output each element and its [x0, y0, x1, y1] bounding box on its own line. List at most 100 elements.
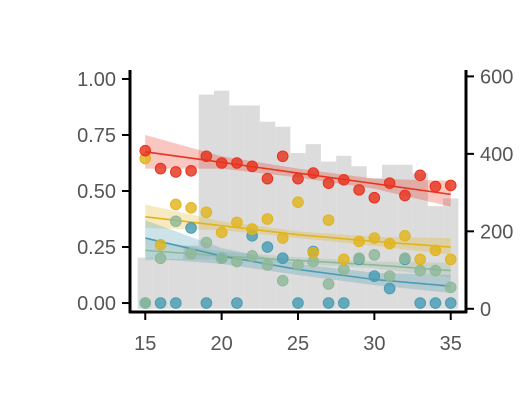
histogram-bar	[152, 259, 169, 309]
data-point	[154, 297, 167, 309]
data-point	[338, 253, 350, 266]
data-point	[276, 150, 289, 163]
data-point	[154, 252, 167, 265]
histogram-bar	[183, 245, 199, 309]
x-tick-label: 35	[440, 333, 462, 355]
histogram-bar	[305, 144, 321, 309]
data-point	[444, 179, 457, 192]
data-point	[170, 297, 182, 309]
data-point	[200, 297, 213, 309]
data-point	[231, 255, 243, 268]
data-point	[231, 297, 243, 309]
data-point	[353, 235, 365, 248]
data-point	[429, 297, 442, 309]
histogram-bar	[229, 105, 245, 309]
data-point	[185, 247, 197, 260]
data-point	[429, 180, 442, 193]
data-point	[215, 226, 228, 239]
data-point	[338, 173, 350, 186]
data-point	[429, 264, 442, 277]
data-point	[322, 177, 335, 189]
data-point	[185, 222, 197, 234]
data-point	[338, 263, 350, 276]
data-point	[368, 232, 381, 244]
data-point	[414, 169, 426, 182]
data-point	[444, 281, 457, 294]
data-point	[383, 270, 396, 282]
x-tick-label: 30	[363, 333, 385, 355]
data-point	[368, 249, 381, 261]
data-point	[215, 252, 228, 265]
data-point	[200, 236, 213, 249]
data-point	[292, 196, 304, 209]
data-point	[170, 215, 182, 228]
y2-tick-label: 0	[480, 299, 491, 321]
data-point	[139, 297, 152, 309]
y2-tick-label: 600	[480, 66, 513, 88]
data-point	[246, 160, 258, 173]
histogram-bar	[244, 105, 260, 309]
data-point	[307, 246, 320, 259]
data-point	[322, 278, 335, 290]
data-point	[231, 216, 243, 229]
data-point	[338, 297, 350, 309]
data-point	[383, 282, 396, 295]
data-point	[185, 202, 197, 214]
data-point	[154, 162, 167, 175]
data-point	[276, 274, 289, 287]
data-point	[307, 167, 320, 179]
y2-tick-label: 400	[480, 144, 513, 166]
histogram-bar	[214, 90, 230, 309]
data-points	[139, 144, 457, 309]
data-point	[322, 214, 335, 226]
data-point	[444, 253, 457, 266]
data-point	[185, 165, 197, 177]
fit-line	[145, 215, 451, 248]
data-point	[170, 198, 182, 211]
data-point	[200, 150, 213, 163]
data-point	[200, 206, 213, 219]
y-tick-label: 0.00	[77, 293, 116, 315]
data-point	[215, 157, 228, 169]
data-point	[322, 297, 335, 309]
data-point	[261, 213, 274, 225]
data-point	[353, 252, 365, 265]
data-point	[353, 184, 365, 196]
data-point	[292, 259, 304, 271]
x-tick-label: 15	[134, 333, 156, 355]
data-point	[139, 144, 152, 157]
data-point	[261, 259, 274, 271]
histogram-bar	[168, 259, 184, 309]
data-point	[246, 223, 258, 235]
data-point	[414, 297, 426, 309]
data-point	[292, 172, 304, 185]
data-point	[414, 253, 426, 266]
y-tick-label: 0.75	[77, 125, 116, 147]
data-point	[399, 252, 411, 265]
data-point	[399, 189, 411, 202]
ticks: 15 20 25 30 35 0.00 0.25 0.50 0.75 1.00 0 200 400 600	[77, 66, 513, 355]
data-point	[429, 244, 442, 257]
confidence-band	[145, 134, 451, 207]
x-tick-label: 20	[211, 333, 233, 355]
histogram-bar	[198, 94, 214, 309]
data-point	[261, 172, 274, 185]
data-point	[368, 270, 381, 282]
y-tick-label: 0.50	[77, 181, 116, 203]
histogram-bar	[320, 161, 337, 309]
data-point	[414, 264, 426, 277]
data-point	[399, 230, 411, 242]
data-point	[261, 241, 274, 253]
data-point	[170, 166, 182, 178]
histogram-bar	[137, 257, 153, 309]
data-point	[154, 238, 167, 251]
data-point	[276, 232, 289, 244]
data-point	[444, 297, 457, 309]
x-tick-label: 25	[287, 333, 309, 355]
data-point	[383, 177, 396, 189]
data-point	[231, 157, 243, 169]
y-tick-label: 0.25	[77, 237, 116, 259]
y2-tick-label: 200	[480, 221, 513, 243]
data-point	[246, 250, 258, 262]
confidence-band	[145, 239, 451, 278]
